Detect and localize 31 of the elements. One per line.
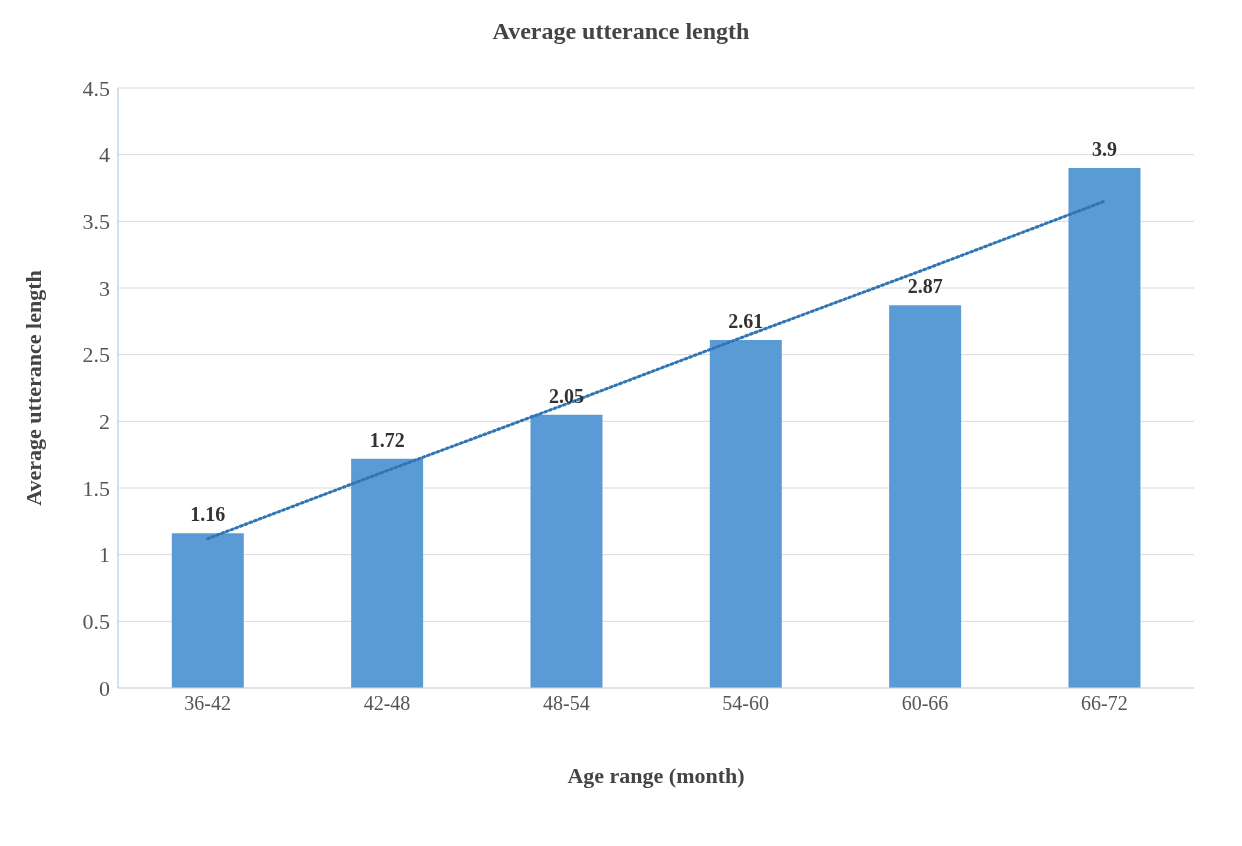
x-tick-label: 60-66 bbox=[901, 692, 949, 715]
x-tick-label: 66-72 bbox=[1081, 692, 1128, 715]
data-label: 1.72 bbox=[369, 428, 405, 451]
bar bbox=[530, 414, 603, 688]
y-tick-label: 4 bbox=[99, 142, 110, 168]
bar bbox=[171, 533, 244, 688]
y-tick-label: 0 bbox=[99, 675, 110, 701]
x-tick-label: 36-42 bbox=[184, 692, 231, 715]
data-label: 3.9 bbox=[1091, 138, 1117, 160]
y-tick-label: 1.5 bbox=[82, 475, 110, 501]
bar bbox=[709, 340, 782, 688]
y-tick-label: 1 bbox=[99, 542, 110, 568]
chart-title: Average utterance length bbox=[491, 17, 751, 46]
x-tick-label: 54-60 bbox=[722, 692, 769, 715]
y-tick-label: 2 bbox=[99, 409, 110, 435]
y-tick-label: 0.5 bbox=[82, 609, 110, 635]
y-axis-title: Average utterance length bbox=[20, 270, 46, 506]
x-tick-label: 48-54 bbox=[543, 692, 590, 715]
y-tick-label: 3 bbox=[99, 275, 110, 301]
bar bbox=[1068, 168, 1141, 688]
data-label: 2.87 bbox=[907, 275, 943, 298]
bar bbox=[351, 458, 424, 688]
data-label: 2.05 bbox=[548, 384, 584, 407]
y-tick-label: 2.5 bbox=[82, 342, 110, 368]
y-tick-label: 3.5 bbox=[82, 209, 110, 235]
bar bbox=[889, 305, 962, 688]
data-label: 1.16 bbox=[190, 503, 226, 526]
data-label: 2.61 bbox=[728, 310, 764, 332]
x-axis-title: Age range (month) bbox=[567, 763, 745, 788]
y-tick-label: 4.5 bbox=[82, 75, 110, 101]
x-tick-label: 42-48 bbox=[363, 692, 411, 715]
